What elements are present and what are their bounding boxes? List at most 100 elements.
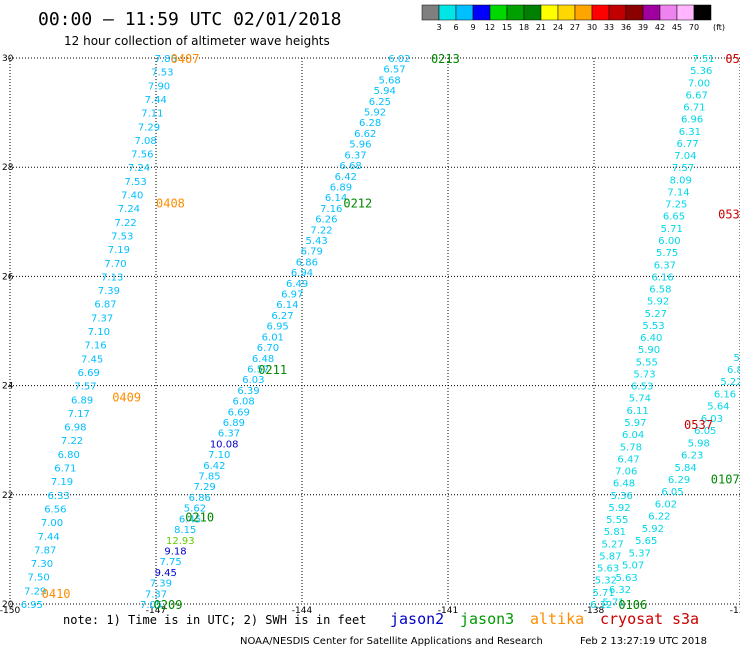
wave-value: 7.06 [615, 467, 637, 478]
wave-value: 5.62 [184, 504, 206, 515]
wave-value: 7.30 [31, 559, 53, 570]
wave-value: 9.18 [164, 546, 186, 557]
wave-value: 5.90 [638, 345, 660, 356]
pass-label: 0211 [258, 363, 287, 377]
wave-value: 7.86 [155, 54, 177, 65]
wave-value: 5.43 [305, 236, 327, 247]
colorbar-label: 3 [436, 23, 441, 32]
pass-label: 0408 [156, 197, 185, 211]
pass-labels: 0407 0408 0409 0410 0213 0212 0211 0210 0209 0107… [42, 52, 740, 612]
wave-value: 6.70 [257, 343, 279, 354]
wave-value: 5.22 [720, 377, 740, 388]
pass-label: 0410 [42, 587, 71, 601]
wave-value: 6.86 [296, 257, 318, 268]
colorbar-label: 30 [587, 23, 597, 32]
wave-value: 7.87 [34, 545, 56, 556]
wave-value: 6.05 [661, 487, 683, 498]
wave-value: 7.40 [121, 191, 143, 202]
colorbar-label: 70 [689, 23, 699, 32]
wave-value: 7.37 [145, 589, 167, 600]
colorbar-swatch [557, 4, 576, 21]
colorbar-label: 12 [485, 23, 495, 32]
x-tick-label: -135 [730, 606, 740, 616]
wave-value: 5.64 [707, 402, 729, 413]
pass-label: 0209 [154, 598, 183, 612]
colorbar-swatch [421, 4, 440, 21]
wave-value: 7.44 [145, 95, 167, 106]
wave-value: 6.47 [617, 454, 639, 465]
pass-label: 0210 [185, 511, 214, 525]
wave-value: 6.42 [335, 172, 357, 183]
wave-value: 6.98 [64, 423, 86, 434]
wave-value: 6.27 [271, 311, 293, 322]
wave-value: 6.48 [613, 479, 635, 490]
wave-value: 7.24 [128, 163, 150, 174]
axis-tick-labels: -150 -147 -144 -141 -138 -135 20 22 24 26 28 30 [0, 54, 740, 616]
wave-value: 7.37 [91, 313, 113, 324]
wave-value: 6.69 [78, 368, 100, 379]
chart-title: 00:00 – 11:59 UTC 02/01/2018 [38, 9, 341, 30]
wave-height-values: 7.86 7.53 7.90 7.44 7.11 7.29 7.08 7.56 7.24 7.53… [21, 54, 740, 611]
colorbar-label: 42 [655, 23, 665, 32]
colorbar-swatch [489, 4, 508, 21]
colorbar-label: 18 [519, 23, 529, 32]
wave-value: 8.15 [174, 525, 196, 536]
colorbar-label: 27 [570, 23, 580, 32]
wave-value: 7.19 [108, 245, 130, 256]
pass-label: 0536 [718, 208, 740, 222]
colorbar-swatch [540, 4, 559, 21]
colorbar-label: 45 [672, 23, 682, 32]
wave-value: 5.32 [595, 576, 617, 587]
wave-value: 6.53 [631, 382, 653, 393]
colorbar-label: 24 [553, 23, 563, 32]
wave-value: 5.63 [597, 564, 619, 575]
wave-value: 7.16 [320, 204, 342, 215]
wave-value: 6.57 [247, 364, 269, 375]
wave-value: 8.09 [670, 175, 692, 186]
wave-value: 6.65 [663, 212, 685, 223]
wave-value: 9.45 [155, 568, 177, 579]
wave-value: 7.57 [672, 163, 694, 174]
wave-value: 6.48 [252, 354, 274, 365]
colorbar-label: 39 [638, 23, 648, 32]
wave-value: 5.65 [635, 536, 657, 547]
wave-value: 7.53 [124, 177, 146, 188]
wave-value: 6.89 [71, 395, 93, 406]
y-tick-label: 24 [2, 382, 14, 392]
wave-value: 5.07 [622, 561, 644, 572]
wave-value: 6.86 [189, 493, 211, 504]
colorbar-legend: 3 6 9 12 15 18 21 24 27 30 33 36 39 42 45 70 (ft) [421, 4, 725, 32]
wave-value: 6.26 [315, 215, 337, 226]
wave-value: 5.94 [374, 86, 396, 97]
pass-label: 0407 [171, 52, 200, 66]
y-tick-label: 20 [2, 600, 14, 610]
wave-value: 7.57 [74, 382, 96, 393]
colorbar-swatch [523, 4, 542, 21]
legend-cryosat: cryosat [600, 610, 663, 628]
wave-value: 6.05 [694, 426, 716, 437]
wave-value: 6.39 [237, 386, 259, 397]
wave-value: 5.92 [642, 524, 664, 535]
x-tick-label: -141 [438, 606, 458, 616]
wave-value: 6.01 [262, 332, 284, 343]
wave-value: 7.22 [114, 218, 136, 229]
wave-value: 5.92 [608, 503, 630, 514]
legend-jason2: jason2 [390, 610, 444, 628]
wave-value: 5.55 [606, 515, 628, 526]
pass-label: 053 [725, 52, 740, 66]
wave-value: 6.14 [276, 300, 298, 311]
wave-value: 5.71 [602, 597, 624, 608]
colorbar-label: 9 [470, 23, 475, 32]
wave-value: 6.97 [281, 290, 303, 301]
y-tick-label: 22 [2, 491, 13, 501]
wave-value: 5.92 [364, 108, 386, 119]
wave-value: 5.96 [349, 140, 371, 151]
satellite-legend: jason2 jason3 altika cryosat s3a [390, 610, 699, 628]
pass-label: 0213 [431, 52, 460, 66]
wave-value: 6.00 [658, 236, 680, 247]
wave-value: 6.16 [714, 389, 736, 400]
wave-value: 10.08 [210, 439, 239, 450]
wave-value: 6.33 [48, 491, 70, 502]
wave-value: 7.10 [88, 327, 110, 338]
wave-value: 6.31 [679, 127, 701, 138]
